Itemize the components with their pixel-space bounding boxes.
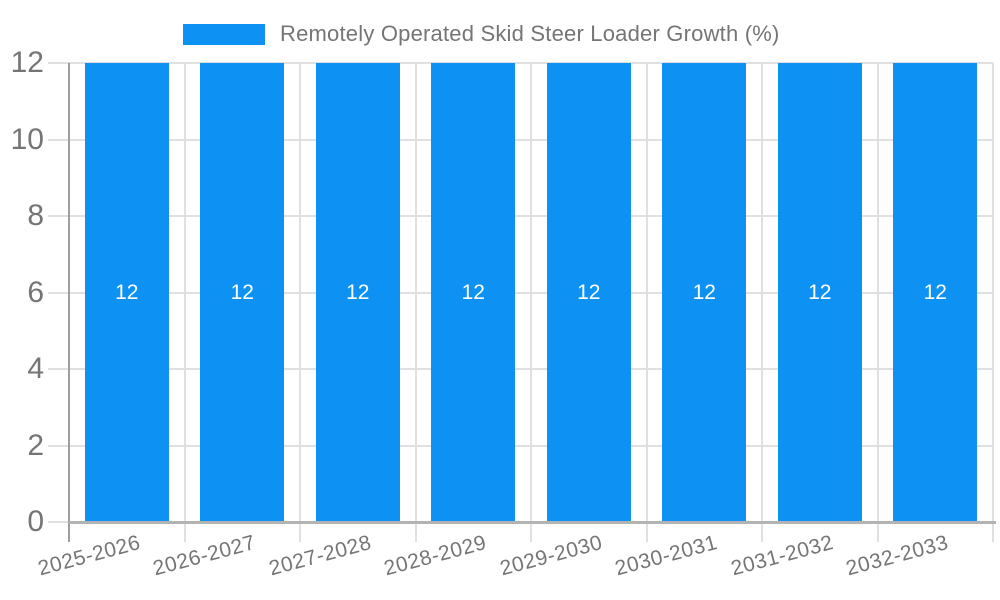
bar[interactable]: 12	[431, 63, 516, 522]
bar-value-label: 12	[461, 280, 485, 304]
y-axis-tick-label: 2	[27, 428, 44, 462]
bar-value-label: 12	[115, 280, 139, 304]
legend-swatch	[183, 23, 265, 45]
x-gridline	[992, 63, 994, 542]
bar-value-label: 12	[230, 280, 254, 304]
y-axis-tick-label: 8	[27, 199, 44, 232]
bar-value-label: 12	[346, 280, 370, 304]
x-gridline	[761, 63, 763, 542]
y-gridline	[48, 444, 993, 447]
y-axis-line	[68, 63, 70, 542]
x-gridline	[530, 63, 532, 542]
x-axis-line	[69, 521, 996, 524]
y-gridline	[48, 215, 993, 217]
bar-value-label: 12	[692, 280, 716, 304]
bar-value-label: 12	[808, 280, 832, 304]
x-gridline	[299, 63, 301, 542]
x-gridline	[876, 63, 879, 542]
y-axis-tick-label: 10	[10, 122, 44, 156]
bar-value-label: 12	[577, 280, 601, 304]
y-axis-tick-label: 0	[27, 505, 44, 538]
bar[interactable]: 12	[84, 63, 169, 522]
x-axis-tick-label: 2032-2033	[843, 531, 952, 581]
legend-label: Remotely Operated Skid Steer Loader Grow…	[280, 21, 780, 46]
x-axis-tick-label: 2027-2028	[266, 531, 374, 581]
y-axis-tick-label: 4	[27, 352, 44, 385]
y-gridline	[48, 521, 69, 523]
bar[interactable]: 12	[777, 63, 862, 522]
bar[interactable]: 12	[200, 63, 285, 522]
y-gridline	[48, 368, 993, 370]
x-gridline	[414, 63, 417, 542]
x-axis-tick-label: 2030-2031	[612, 531, 721, 581]
legend[interactable]: Remotely Operated Skid Steer Loader Grow…	[183, 21, 780, 47]
x-gridline	[183, 63, 186, 542]
x-axis-tick-label: 2026-2027	[150, 531, 259, 581]
y-gridline	[48, 62, 993, 64]
bar-value-label: 12	[923, 280, 947, 304]
x-axis-tick-label: 2031-2032	[728, 531, 836, 581]
x-axis-tick-label: 2029-2030	[497, 531, 605, 581]
x-axis-tick-label: 2028-2029	[381, 531, 490, 581]
x-gridline	[645, 63, 648, 542]
bar[interactable]: 12	[315, 63, 400, 522]
y-gridline	[48, 291, 993, 294]
y-axis-tick-label: 12	[10, 46, 44, 79]
bar[interactable]: 12	[893, 63, 978, 522]
bar[interactable]: 12	[662, 63, 747, 522]
y-gridline	[48, 138, 993, 141]
bar[interactable]: 12	[546, 63, 631, 522]
y-axis-tick-label: 6	[27, 275, 44, 309]
x-axis-tick-label: 2025-2026	[35, 531, 143, 581]
